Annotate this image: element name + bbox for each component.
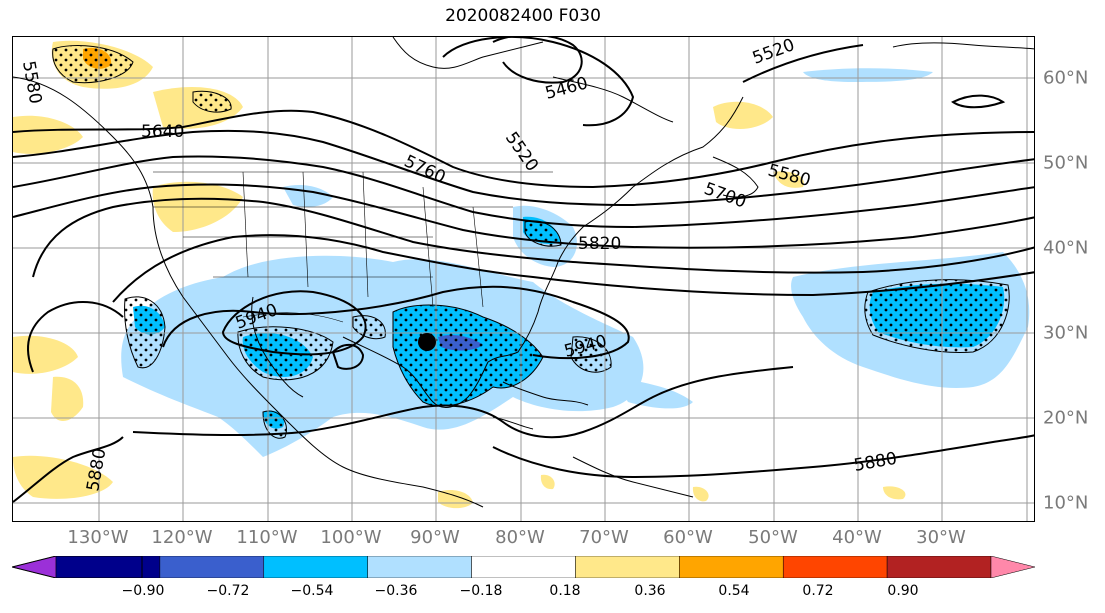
map-canvas: 5520 5460 5520 5580 5640 5760 5580 5700 … (13, 37, 1034, 521)
lat-label: 30°N (1043, 322, 1089, 344)
lat-label: 40°N (1043, 237, 1089, 259)
colorbar-tick: 0.18 (549, 583, 581, 599)
colorbar-tick: 0.54 (718, 583, 750, 599)
contour-label: 5760 (401, 151, 449, 187)
colorbar-tick: −0.90 (121, 583, 165, 599)
colorbar-segment (575, 556, 680, 578)
contour-label: 5880 (852, 449, 898, 476)
lon-label: 40°W (832, 527, 882, 548)
colorbar-tick: −0.72 (206, 583, 250, 599)
colorbar-segment (263, 556, 368, 578)
colorbar-tick: 0.36 (634, 583, 666, 599)
contour-label: 5820 (578, 234, 621, 254)
lat-label: 20°N (1043, 407, 1089, 429)
contour-label: 5640 (141, 122, 184, 142)
lat-label: 50°N (1043, 152, 1089, 174)
colorbar-segment (55, 556, 161, 578)
contour-label: 5520 (501, 128, 542, 175)
lon-label: 110°W (236, 527, 298, 548)
colorbar-segment (782, 556, 888, 578)
storm-center-marker (418, 333, 436, 351)
lon-label: 30°W (916, 527, 966, 548)
lat-label: 10°N (1043, 492, 1089, 514)
colorbar-tick: 0.72 (802, 583, 834, 599)
lon-label: 130°W (67, 527, 129, 548)
lon-label: 50°W (748, 527, 798, 548)
height-contours (13, 37, 1034, 503)
map-title: 2020082400 F030 (445, 6, 601, 26)
colorbar-tick: 0.90 (887, 583, 919, 599)
lat-label: 60°N (1043, 67, 1089, 89)
colorbar-tick: −0.54 (290, 583, 334, 599)
political-borders (153, 171, 553, 323)
lon-label: 60°W (663, 527, 713, 548)
graticule (13, 37, 1034, 521)
significance-stipple (52, 45, 1010, 439)
contour-label: 5700 (701, 179, 748, 213)
colorbar-extend-low (12, 556, 57, 578)
coastlines (13, 37, 1034, 508)
lon-label: 90°W (410, 527, 460, 548)
colorbar-tick: −0.36 (374, 583, 418, 599)
lon-label: 70°W (579, 527, 629, 548)
contour-label: 5580 (18, 59, 45, 105)
colorbar (12, 556, 1035, 578)
colorbar-segment (367, 556, 472, 578)
colorbar-segment (159, 556, 265, 578)
lon-label: 120°W (151, 527, 213, 548)
lon-label: 80°W (495, 527, 545, 548)
colorbar-segment (679, 556, 784, 578)
map-panel: 5520 5460 5520 5580 5640 5760 5580 5700 … (12, 36, 1035, 522)
colorbar-segment (886, 556, 992, 578)
colorbar-segment (471, 556, 576, 578)
lon-label: 100°W (320, 527, 382, 548)
colorbar-extend-high (990, 556, 1035, 578)
colorbar-tick: −0.18 (459, 583, 503, 599)
